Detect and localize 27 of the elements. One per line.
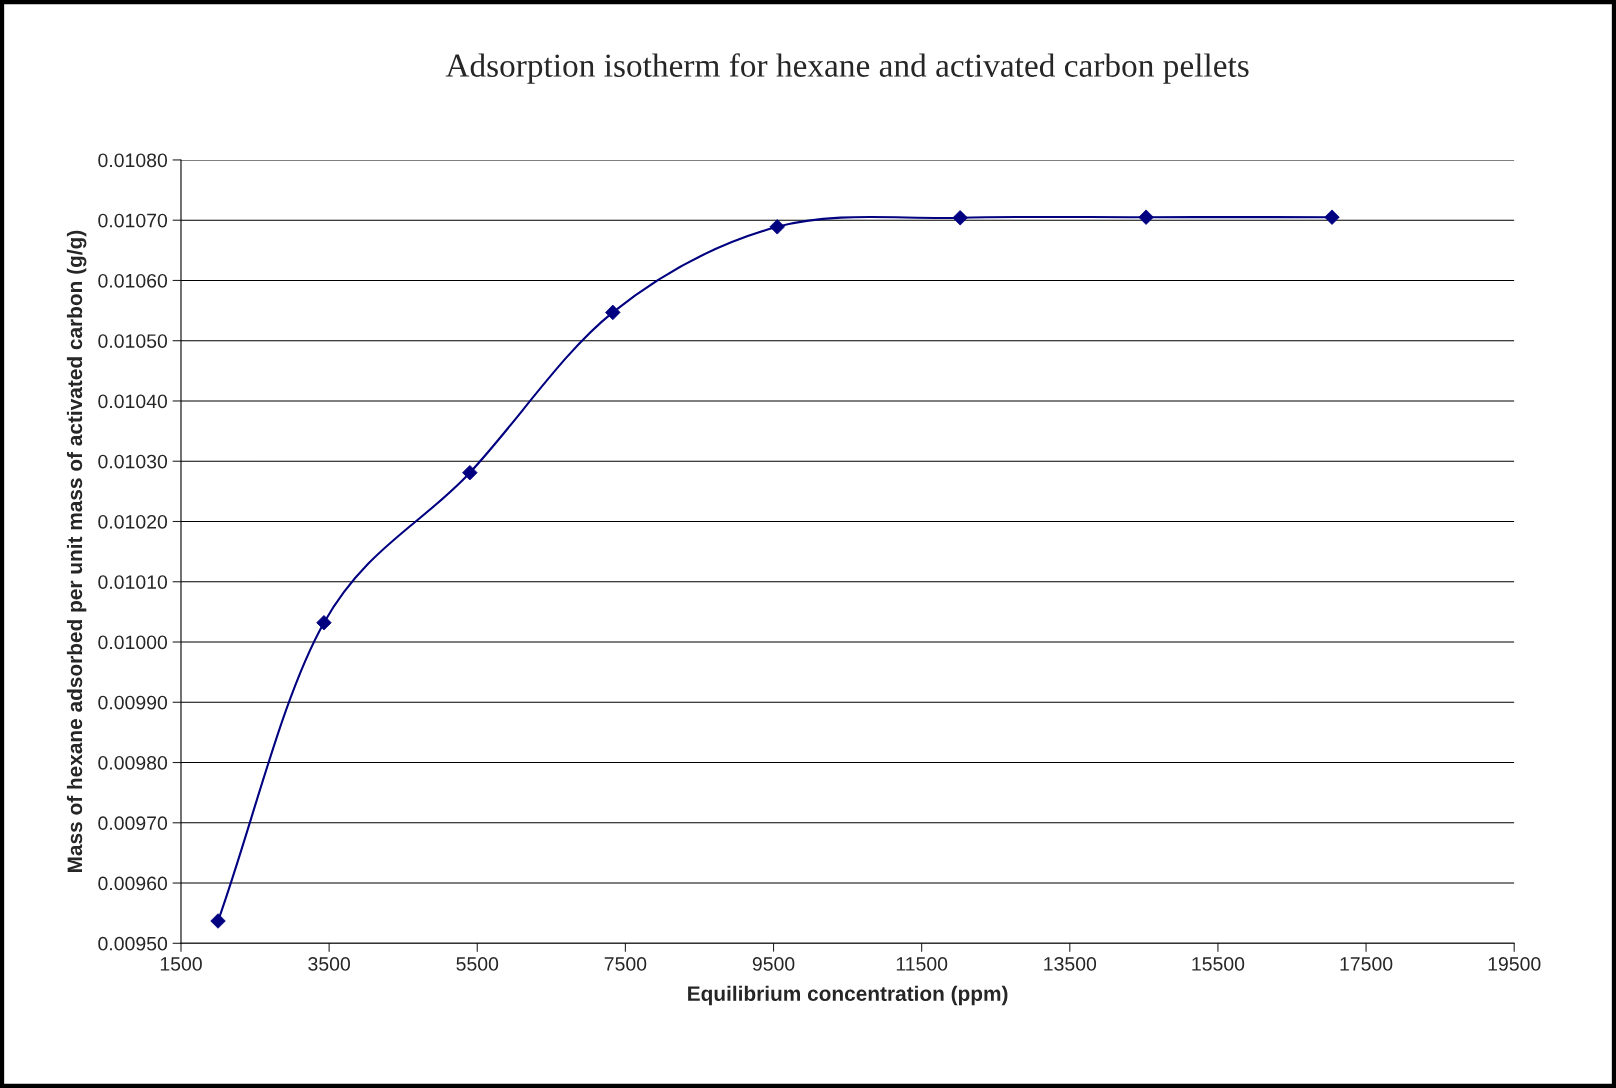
x-tick-label: 5500 xyxy=(456,957,499,971)
chart-title: Adsorption isotherm for hexane and activated carbon pellets xyxy=(445,53,1249,84)
x-tick-label: 15500 xyxy=(1192,957,1245,971)
y-tick-label: 0.00950 xyxy=(98,936,168,951)
y-tick-label: 0.01050 xyxy=(98,334,168,348)
x-tick-label: 1500 xyxy=(160,957,202,971)
y-tick-label: 0.01040 xyxy=(98,394,168,409)
y-tick-label: 0.01000 xyxy=(98,635,168,650)
y-tick-label: 0.01070 xyxy=(98,213,168,228)
x-tick-label: 3500 xyxy=(308,957,350,971)
y-tick-label: 0.01010 xyxy=(98,575,168,589)
x-tick-label: 19500 xyxy=(1488,957,1541,971)
x-tick-label: 13500 xyxy=(1044,957,1097,971)
y-tick-label: 0.00990 xyxy=(98,695,168,710)
y-tick-label: 0.01080 xyxy=(98,153,168,168)
y-tick-label: 0.01030 xyxy=(98,454,168,469)
y-tick-label: 0.01060 xyxy=(98,273,168,288)
x-axis-title: Equilibrium concentration (ppm) xyxy=(688,985,1008,1006)
x-tick-label: 9500 xyxy=(752,957,795,971)
y-tick-label: 0.01020 xyxy=(98,514,168,529)
x-tick-label: 11500 xyxy=(896,957,948,971)
y-tick-label: 0.00960 xyxy=(98,876,168,891)
x-tick-label: 7500 xyxy=(604,957,647,971)
y-tick-label: 0.00970 xyxy=(98,816,168,831)
x-tick-label: 17500 xyxy=(1340,957,1393,971)
y-tick-label: 0.00980 xyxy=(98,755,168,770)
y-axis-title: Mass of hexane adsorbed per unit mass of activated carbon (g/g) xyxy=(66,230,87,873)
